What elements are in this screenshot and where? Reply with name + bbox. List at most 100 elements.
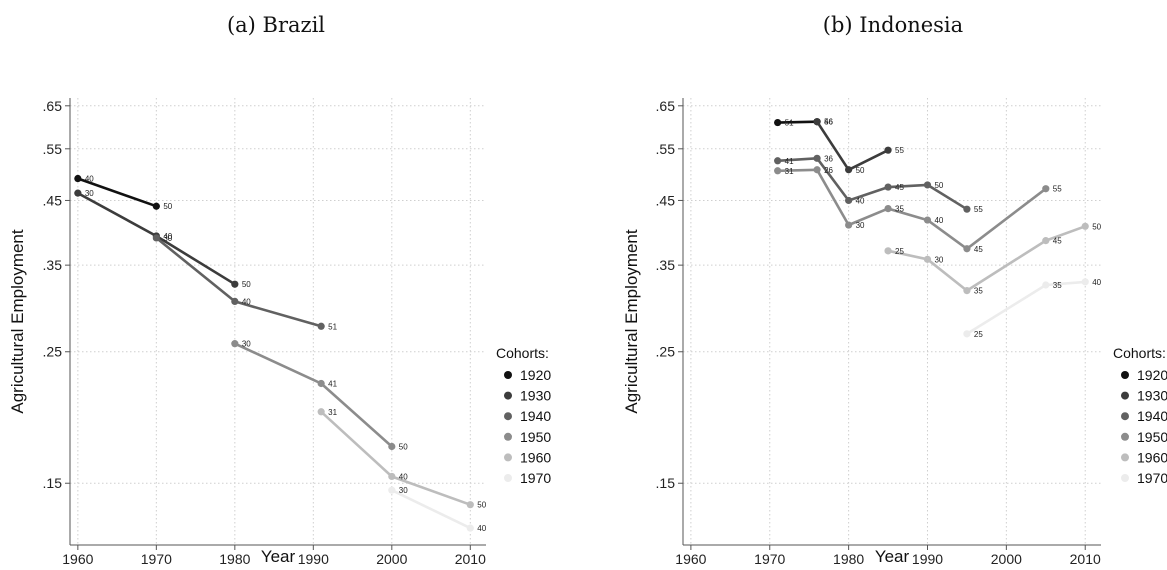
x-tick-label: 1980	[833, 551, 864, 565]
legend-marker-1970	[1121, 474, 1129, 482]
data-point-label: 50	[934, 181, 943, 190]
data-point	[317, 322, 325, 330]
legend-marker-1920	[504, 371, 512, 379]
data-point-label: 31	[328, 408, 337, 417]
data-point	[963, 287, 971, 295]
x-tick-label: 1980	[219, 551, 250, 565]
data-point	[884, 183, 892, 191]
data-point	[74, 189, 82, 197]
data-point	[923, 255, 932, 263]
data-point	[317, 408, 325, 416]
y-tick-label: .65	[656, 98, 676, 114]
data-point-label: 55	[1053, 185, 1062, 194]
data-point-label: 35	[974, 287, 983, 296]
data-point-label: 40	[163, 232, 172, 241]
x-tick-label: 2010	[455, 551, 486, 565]
data-point-label: 55	[895, 146, 904, 155]
y-tick-label: .35	[656, 257, 676, 273]
data-point	[845, 166, 853, 174]
data-point-label: 45	[1053, 237, 1062, 246]
data-point-label: 55	[974, 205, 983, 214]
x-tick-label: 1990	[912, 551, 943, 565]
data-point-label: 25	[895, 247, 904, 256]
data-point	[923, 216, 932, 224]
legend-label: 1930	[520, 388, 551, 404]
data-point-label: 40	[242, 297, 251, 306]
panel-indonesia: (b) Indonesia .15 .25 .35 .45 .55 .65 1960 1970…	[622, 13, 1167, 567]
data-point	[231, 280, 239, 288]
x-tick-label: 2000	[376, 551, 407, 565]
data-point-label: 51	[328, 322, 337, 331]
y-axis-title: Agricultural Employment	[8, 229, 27, 414]
data-point	[813, 154, 821, 162]
data-point	[963, 205, 971, 213]
legend-label: 1940	[1137, 408, 1167, 424]
data-point	[963, 245, 971, 253]
data-point	[466, 501, 474, 509]
data-point-label: 40	[85, 175, 94, 184]
data-point-label: 30	[399, 486, 408, 495]
legend-label: 1970	[520, 470, 551, 486]
data-point-label: 30	[856, 221, 865, 230]
x-tick-label: 2010	[1070, 551, 1101, 565]
x-tick-label: 1960	[62, 551, 93, 565]
legend-label: 1920	[520, 367, 551, 383]
legend-label: 1960	[520, 449, 551, 465]
data-point-label: 40	[477, 524, 486, 533]
x-tick-label: 1960	[675, 551, 706, 565]
series-line-1940	[777, 157, 968, 211]
data-point-label: 26	[824, 166, 833, 175]
x-axis-title: Year	[875, 547, 910, 565]
data-point	[152, 202, 160, 210]
legend-marker-1940	[504, 412, 512, 421]
data-point	[845, 221, 853, 229]
series-line-1970	[966, 280, 1086, 336]
data-point	[388, 486, 396, 494]
data-point	[1042, 237, 1050, 245]
legend-marker-1940	[1121, 412, 1129, 421]
data-point-label: 41	[328, 379, 337, 388]
data-point	[317, 379, 325, 388]
data-point-label: 56	[824, 118, 833, 127]
panel-brazil: (a) Brazil .15 .25 .35 .45 .55 .65 1960 1970 198…	[8, 13, 551, 567]
y-tick-label: .55	[656, 141, 676, 157]
x-tick-label: 1970	[141, 551, 172, 565]
data-point-label: 50	[1092, 222, 1101, 231]
legend-label: 1930	[1137, 388, 1167, 404]
data-point-label: 51	[785, 119, 794, 128]
data-point	[388, 472, 396, 481]
data-point-label: 31	[785, 167, 794, 176]
data-point-label: 50	[163, 202, 172, 211]
data-point	[74, 174, 82, 183]
data-point-label: 45	[895, 183, 904, 192]
chart-title: (a) Brazil	[227, 13, 325, 37]
legend-marker-1920	[1121, 371, 1129, 379]
data-point-label: 25	[974, 330, 983, 339]
legend-marker-1960	[1121, 453, 1129, 462]
series-line-1920	[777, 120, 818, 124]
legend-label: 1940	[520, 408, 551, 424]
x-axis-title: Year	[261, 547, 296, 565]
data-point	[152, 234, 160, 242]
legend-title: Cohorts:	[1113, 345, 1166, 361]
data-point-label: 30	[163, 234, 172, 243]
legend-marker-1950	[504, 432, 512, 441]
data-point-label: 41	[785, 157, 794, 166]
y-tick-label: .15	[656, 475, 676, 491]
legend-label: 1950	[1137, 429, 1167, 445]
data-point-label: 40	[934, 216, 943, 225]
data-point	[884, 204, 892, 213]
data-point	[923, 181, 932, 189]
y-tick-label: .25	[656, 344, 676, 360]
data-point-label: 50	[856, 166, 865, 175]
data-point-label: 36	[824, 154, 833, 163]
data-point-label: 30	[934, 255, 943, 264]
y-tick-label: .45	[656, 192, 676, 208]
y-axis-title: Agricultural Employment	[622, 229, 641, 414]
data-point-label: 46	[824, 118, 833, 127]
data-point	[1081, 278, 1089, 286]
data-point-label: 40	[1092, 278, 1101, 287]
data-point-label: 30	[242, 340, 251, 349]
data-point	[813, 166, 821, 174]
x-tick-label: 2000	[991, 551, 1022, 565]
